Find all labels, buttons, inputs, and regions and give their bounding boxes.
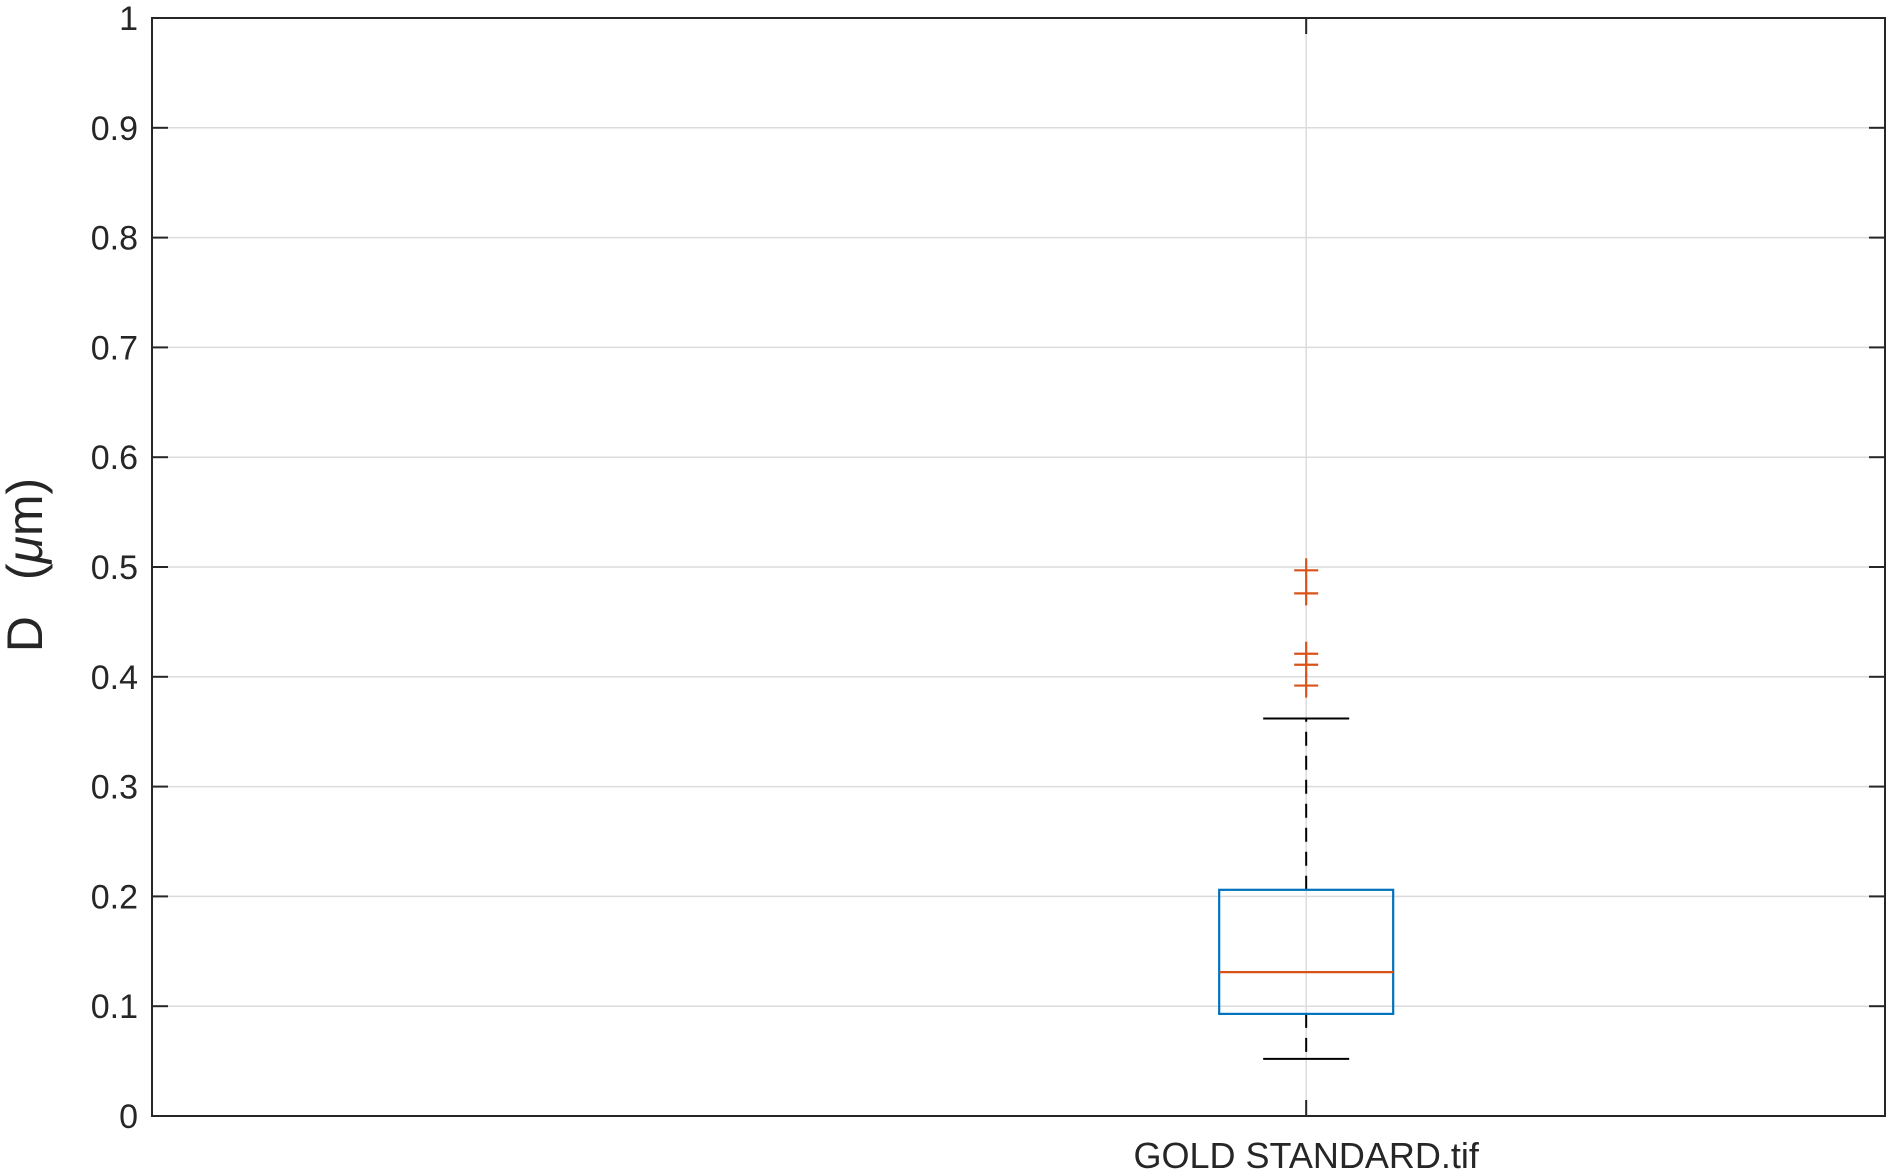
y-tick-label: 0.9 [91,110,138,148]
y-tick-label: 0.6 [91,439,138,477]
outlier-point [1294,641,1319,666]
y-axis-label-main: D [0,616,53,652]
y-tick-label: 0.4 [91,659,138,697]
y-tick-label: 0.1 [91,988,138,1026]
y-tick-label: 1 [119,0,138,38]
plot-frame [151,17,1886,1117]
interquartile-box [1218,888,1395,1015]
x-category-label: GOLD STANDARD.tif [1133,1135,1479,1174]
y-tick-label: 0.7 [91,329,138,367]
x-axis-categories: GOLD STANDARD.tif [1133,1135,1479,1174]
y-axis-label-unit-mu: μ [0,536,53,565]
y-tick-label: 0.5 [91,549,138,587]
y-axis-label-unit-open: ( [0,563,53,580]
y-axis-label: D (μm) [0,478,53,652]
y-tick-label: 0.8 [91,220,138,258]
y-tick-label: 0.2 [91,878,138,916]
outlier-point [1294,581,1319,606]
y-axis-ticks: 0 0.1 0.2 0.3 0.4 0.5 0.6 0.7 0.8 0.9 1 [91,0,1885,1136]
box-plot-series [1218,558,1395,1060]
outlier-point [1294,673,1319,698]
grid-lines [152,17,1885,1117]
outlier-point [1294,558,1319,583]
y-axis-label-unit-rest: m) [0,478,53,536]
y-tick-label: 0.3 [91,769,138,807]
y-tick-label: 0 [119,1098,138,1136]
